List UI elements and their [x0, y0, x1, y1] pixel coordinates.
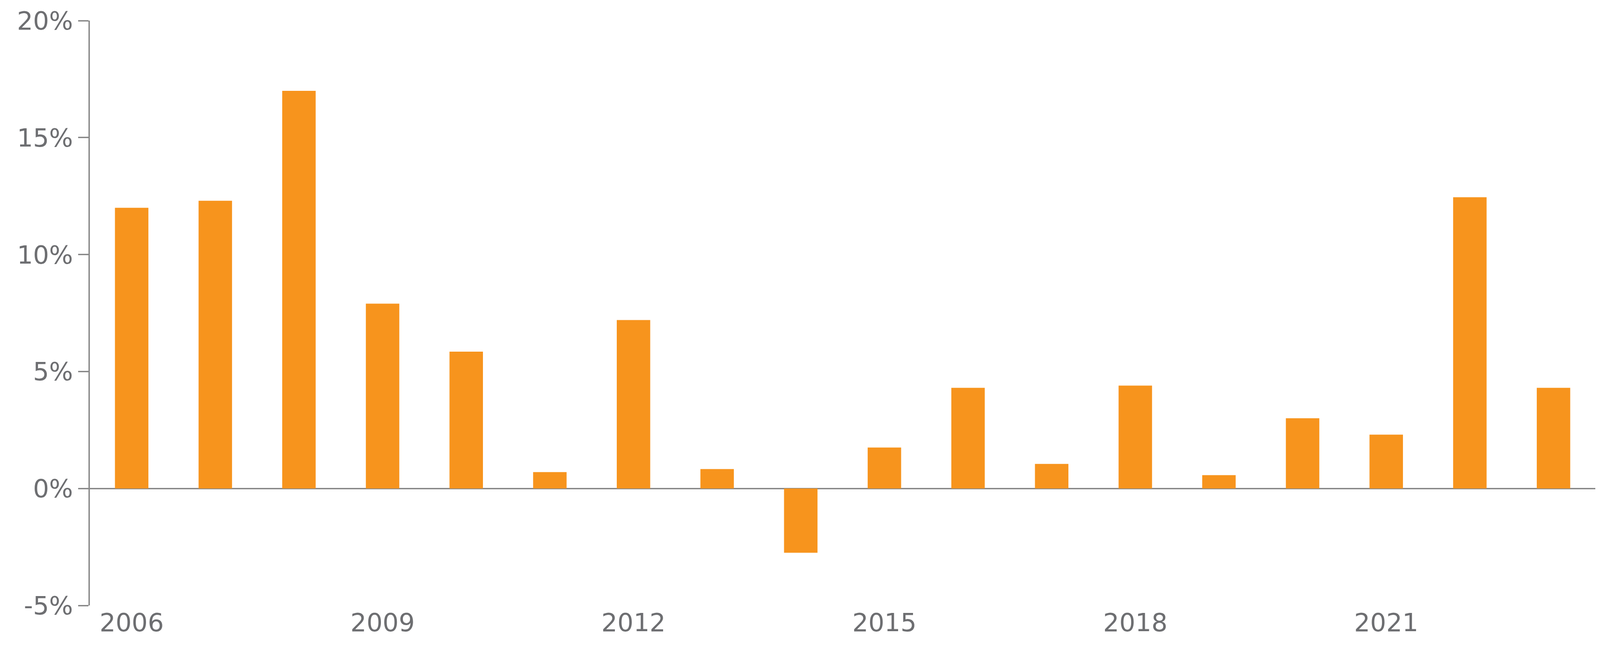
svg-text:2021: 2021	[1353, 607, 1418, 637]
svg-text:2012: 2012	[601, 607, 666, 637]
svg-text:2009: 2009	[350, 607, 415, 637]
svg-text:5%: 5%	[33, 356, 74, 387]
svg-text:2018: 2018	[1103, 607, 1168, 637]
svg-text:2015: 2015	[852, 607, 917, 637]
svg-text:-5%: -5%	[23, 590, 74, 621]
svg-text:0%: 0%	[33, 473, 74, 504]
svg-text:20%: 20%	[16, 6, 74, 36]
svg-text:15%: 15%	[16, 123, 74, 153]
svg-text:2006: 2006	[99, 607, 164, 637]
svg-text:10%: 10%	[16, 240, 74, 270]
